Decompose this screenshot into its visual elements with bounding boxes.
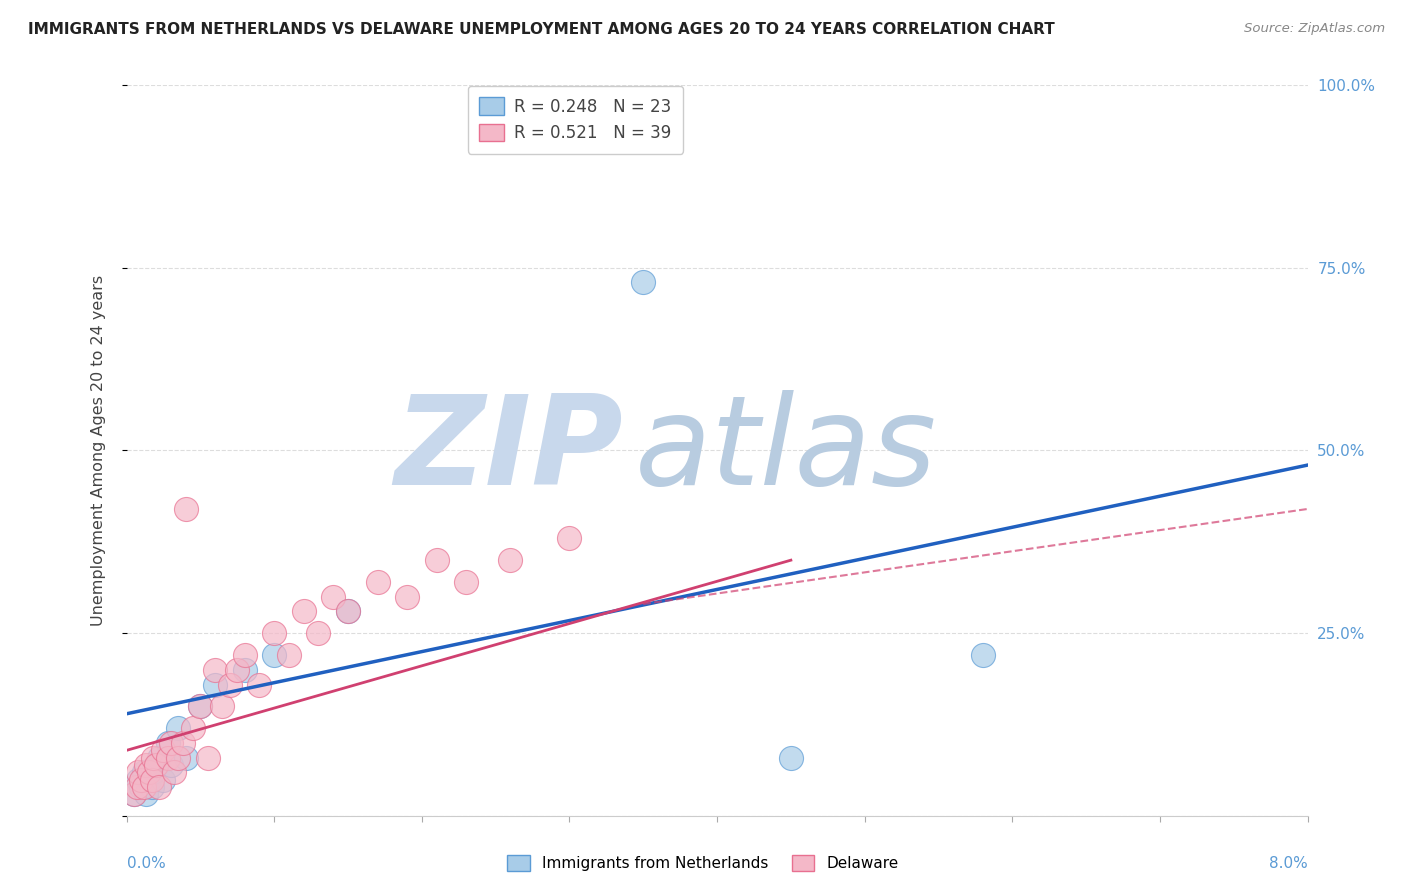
Point: [278, 648, 301, 663]
Point: [138, 772, 160, 787]
Point: [135, 787, 157, 801]
Point: [197, 750, 219, 764]
Point: [160, 736, 183, 750]
Point: [337, 604, 360, 618]
Point: [426, 553, 449, 567]
Text: 8.0%: 8.0%: [1268, 856, 1308, 871]
Point: [499, 553, 522, 567]
Point: [125, 780, 148, 794]
Point: [148, 750, 170, 764]
Point: [233, 663, 256, 677]
Point: [219, 677, 242, 691]
Text: Source: ZipAtlas.com: Source: ZipAtlas.com: [1244, 22, 1385, 36]
Point: [152, 743, 174, 757]
Text: IMMIGRANTS FROM NETHERLANDS VS DELAWARE UNEMPLOYMENT AMONG AGES 20 TO 24 YEARS C: IMMIGRANTS FROM NETHERLANDS VS DELAWARE …: [28, 22, 1054, 37]
Point: [456, 575, 478, 590]
Point: [263, 626, 285, 640]
Point: [134, 780, 156, 794]
Point: [160, 758, 183, 772]
Point: [142, 765, 165, 780]
Legend: R = 0.248   N = 23, R = 0.521   N = 39: R = 0.248 N = 23, R = 0.521 N = 39: [468, 86, 683, 153]
Point: [292, 604, 315, 618]
Point: [129, 780, 153, 794]
Point: [156, 736, 179, 750]
Point: [366, 575, 388, 590]
Point: [233, 648, 256, 663]
Point: [148, 780, 170, 794]
Point: [181, 722, 204, 736]
Text: ZIP: ZIP: [394, 390, 623, 511]
Point: [122, 787, 145, 801]
Point: [167, 722, 190, 736]
Point: [263, 648, 285, 663]
Point: [138, 765, 160, 780]
Point: [163, 765, 186, 780]
Point: [142, 750, 165, 764]
Point: [129, 772, 153, 787]
Point: [172, 736, 194, 750]
Point: [135, 758, 157, 772]
Point: [226, 663, 249, 677]
Point: [558, 531, 581, 545]
Point: [204, 663, 226, 677]
Point: [633, 275, 655, 289]
Point: [211, 699, 233, 714]
Point: [156, 750, 179, 764]
Point: [188, 699, 212, 714]
Point: [204, 677, 226, 691]
Point: [249, 677, 271, 691]
Point: [127, 772, 149, 787]
Point: [134, 765, 156, 780]
Point: [122, 787, 145, 801]
Point: [322, 590, 344, 604]
Point: [141, 780, 163, 794]
Text: 0.0%: 0.0%: [127, 856, 166, 871]
Point: [396, 590, 419, 604]
Point: [174, 750, 197, 764]
Point: [141, 772, 163, 787]
Point: [127, 765, 149, 780]
Point: [972, 648, 994, 663]
Y-axis label: Unemployment Among Ages 20 to 24 years: Unemployment Among Ages 20 to 24 years: [91, 275, 105, 626]
Legend: Immigrants from Netherlands, Delaware: Immigrants from Netherlands, Delaware: [501, 849, 905, 877]
Point: [174, 502, 197, 516]
Point: [167, 750, 190, 764]
Point: [308, 626, 330, 640]
Point: [145, 758, 167, 772]
Point: [337, 604, 360, 618]
Text: atlas: atlas: [634, 390, 936, 511]
Point: [188, 699, 212, 714]
Point: [145, 758, 167, 772]
Point: [152, 772, 174, 787]
Point: [780, 750, 803, 764]
